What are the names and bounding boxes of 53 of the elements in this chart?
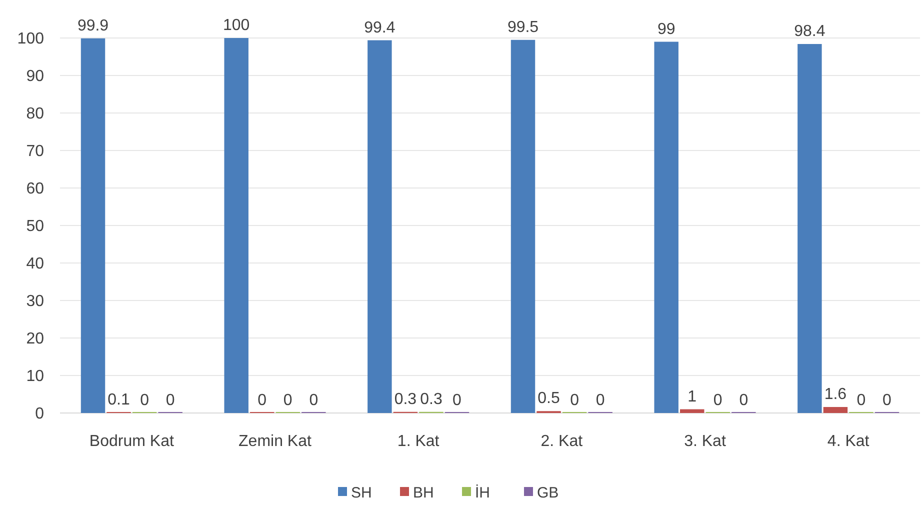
x-tick-label: 1. Kat [397,433,440,450]
y-tick-label: 80 [26,106,44,123]
legend-label: İH [475,483,490,502]
x-tick-label: Bodrum Kat [89,433,174,450]
data-label: 0 [452,392,462,409]
data-label: 1 [688,388,697,406]
bar [654,42,678,413]
y-tick-label: 100 [17,30,44,48]
y-tick-label: 70 [26,143,44,160]
data-label: 0 [882,392,892,409]
data-label: 99.9 [77,17,109,34]
y-tick-label: 30 [26,293,44,310]
x-tick-label: Zemin Kat [238,433,312,450]
data-label: 0 [739,392,748,409]
bar [80,38,106,413]
y-tick-label: 50 [26,218,44,236]
bar [823,407,848,413]
data-label: 99 [657,20,676,38]
y-tick-label: 40 [26,256,44,273]
data-label: 0 [258,392,267,409]
x-tick-label: 3. Kat [684,433,726,450]
data-label: 98.4 [794,23,826,40]
y-tick-label: 10 [26,368,44,386]
data-label: 99.5 [507,18,539,36]
data-label: 1.6 [824,386,847,403]
x-tick-label: 2. Kat [540,433,584,450]
data-label: 0 [166,392,175,409]
legend-label: BH [413,484,434,502]
bar [680,409,704,413]
y-tick-label: 90 [26,68,44,86]
y-tick-label: 20 [26,330,44,348]
data-label: 0 [309,392,318,409]
bar [510,40,536,413]
bar [368,40,392,413]
legend-label: SH [351,484,372,502]
data-label: 0 [283,392,292,409]
data-label: 0.3 [420,390,442,408]
y-tick-label: 60 [26,180,44,198]
data-label: 0.5 [538,390,560,408]
data-label: 0 [570,392,580,409]
legend-label: GB [537,484,559,502]
data-label: 0 [713,392,722,409]
y-tick-label: 0 [35,406,44,423]
data-label: 0 [856,392,866,409]
data-label: 0 [596,392,605,409]
data-label: 0 [140,392,150,409]
data-label: 0.1 [108,392,130,409]
bar [224,38,248,413]
data-label: 99.4 [364,19,396,36]
data-label: 0.3 [394,390,417,408]
x-tick-label: 4. Kat [827,433,870,450]
bar [798,44,822,413]
data-label: 100 [222,17,250,34]
